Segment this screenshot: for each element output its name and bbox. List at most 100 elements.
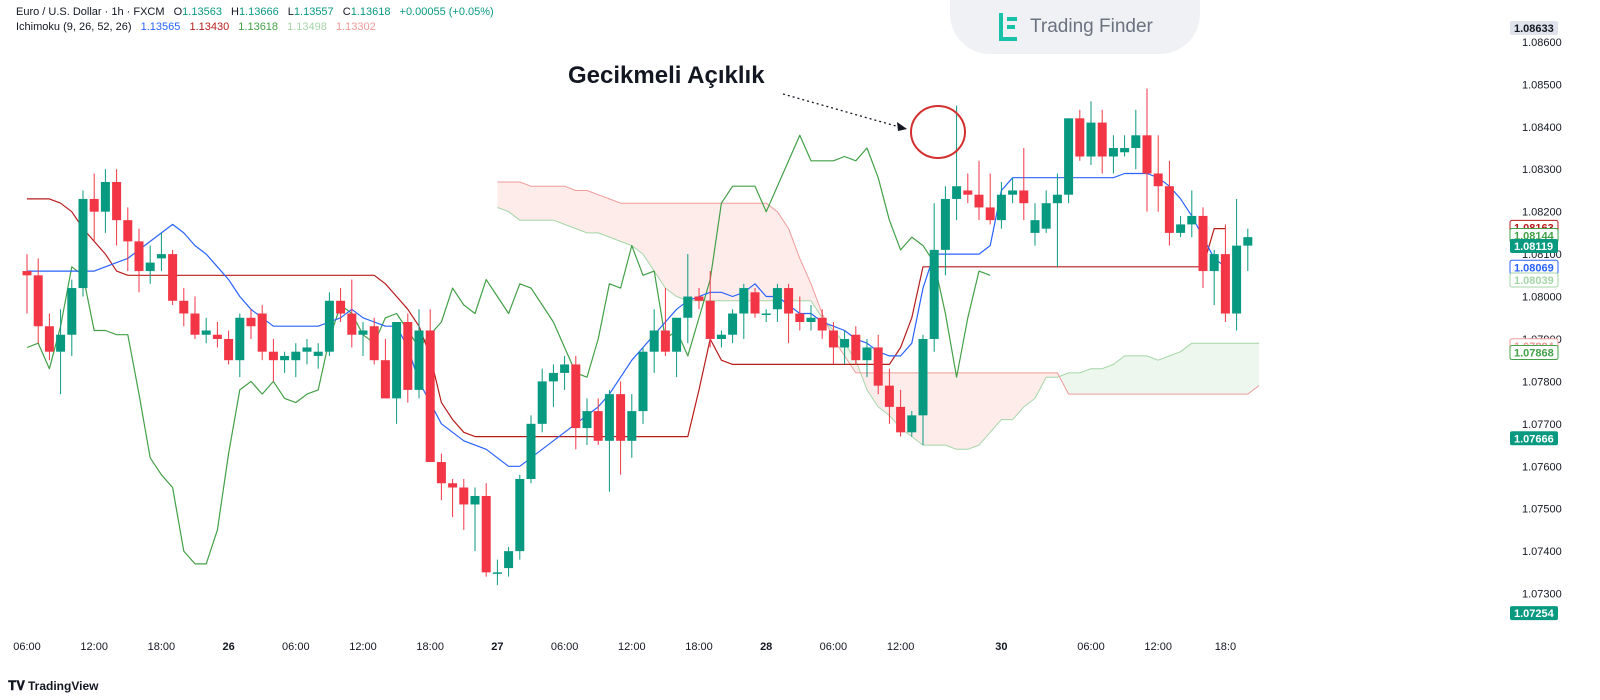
candle (952, 105, 962, 221)
candle (156, 232, 166, 272)
candle-body (336, 300, 346, 314)
time-tick-label: 06:00 (551, 641, 579, 653)
candle-body (884, 385, 894, 407)
indicator-legend[interactable]: Ichimoku (9, 26, 52, 26) 1.13565 1.13430… (16, 21, 382, 33)
ichimoku-lines (26, 134, 1260, 565)
span-a-value: 1.13498 (287, 21, 327, 33)
symbol-legend[interactable]: Euro / U.S. Dollar · 1h · FXCM O1.13563 … (16, 6, 500, 18)
candle (481, 483, 491, 577)
candle (963, 173, 973, 204)
candle-body (44, 326, 54, 352)
candle-body (313, 351, 323, 356)
candle-body (840, 338, 850, 348)
candle-body (1064, 118, 1074, 195)
candle (705, 271, 715, 348)
tradingview-brand: TradingView (28, 679, 99, 693)
candle-body (761, 313, 771, 316)
candle (739, 283, 749, 339)
price-tick-label: 1.08200 (1522, 207, 1562, 219)
candle (1008, 177, 1018, 204)
price-axis[interactable]: 1.07300 1.07400 1.07500 1.07600 1.07700 1.078… (1509, 20, 1562, 621)
cloud-segment (967, 372, 979, 450)
candle-body (358, 330, 368, 335)
candle-body (246, 317, 256, 327)
candle-body (728, 313, 738, 335)
candle-body (1187, 215, 1197, 225)
candle (1052, 173, 1062, 267)
candle-body (459, 487, 469, 505)
cloud-segment (1147, 355, 1159, 395)
chikou-span-line (26, 134, 991, 565)
time-axis[interactable]: 06:00 12:00 18:00 26 06:00 12:00 18:00 27 06:00 1… (13, 641, 1236, 653)
time-tick-label: 06:00 (13, 641, 41, 653)
candles (22, 88, 1253, 586)
candle (817, 309, 827, 339)
candle (56, 309, 66, 395)
cloud-segment (1169, 351, 1181, 395)
price-marker-label: 1.07254 (1514, 608, 1555, 620)
candle-body (739, 288, 749, 314)
cloud-segment (1023, 372, 1035, 407)
candle-body (481, 495, 491, 573)
candle-body (694, 296, 704, 301)
candle (369, 317, 379, 365)
cloud-segment (1180, 343, 1192, 395)
candle-body (492, 572, 502, 574)
candle-body (22, 271, 32, 276)
tradingview-logo[interactable]: 𝐓𝐕 TradingView (8, 678, 98, 694)
price-tick-label: 1.07400 (1522, 546, 1562, 558)
indicator-name[interactable]: Ichimoku (9, 26, 52, 26) (16, 21, 132, 33)
candle (873, 334, 883, 395)
candle-body (896, 406, 906, 433)
candle-body (414, 330, 424, 390)
cloud-segment (531, 186, 543, 221)
candle (44, 313, 54, 361)
symbol-name[interactable]: Euro / U.S. Dollar · 1h · FXCM (16, 6, 165, 18)
candle (537, 368, 547, 433)
candle-body (257, 313, 267, 352)
cloud-segment (699, 203, 711, 301)
candle (324, 292, 334, 356)
candle-body (1153, 173, 1163, 187)
span-a-line (497, 206, 1259, 450)
price-change: +0.00055 (+0.05%) (399, 6, 494, 18)
candle-body (425, 330, 435, 463)
cloud-segment (1068, 372, 1080, 395)
candle-body (627, 411, 637, 441)
cloud-segment (956, 372, 968, 450)
price-marker: 1.08119 (1510, 239, 1558, 254)
time-tick-label: 12:00 (1144, 641, 1172, 653)
candle-body (268, 351, 278, 361)
tenkan-sen-line (27, 172, 1226, 467)
cloud-segment (1113, 355, 1125, 395)
candle (448, 479, 458, 518)
cloud-segment (743, 203, 755, 301)
candle (515, 474, 525, 560)
candle-body (89, 198, 99, 212)
time-tick-label: 18:00 (148, 641, 176, 653)
cloud-segment (575, 190, 587, 233)
candle-body (123, 220, 133, 242)
candle (616, 381, 626, 475)
candle (548, 364, 558, 407)
cloud-segment (587, 190, 599, 233)
candle-body (952, 186, 962, 199)
annotation-callout (782, 93, 966, 159)
candle (459, 479, 469, 530)
candle (1075, 109, 1085, 161)
candle (134, 228, 144, 293)
candle (940, 186, 950, 276)
candle-body (996, 194, 1006, 221)
time-tick-label: 30 (995, 641, 1007, 653)
candle-body (504, 551, 514, 569)
annotation-text: Gecikmeli Açıklık (568, 62, 765, 89)
candle (1131, 109, 1141, 170)
candle (1176, 215, 1186, 238)
time-tick-label: 12:00 (80, 641, 108, 653)
candle (571, 355, 581, 450)
time-tick-label: 28 (760, 641, 772, 653)
candle (1220, 224, 1230, 322)
cloud-segment (519, 181, 531, 221)
cloud-segment (609, 198, 621, 242)
